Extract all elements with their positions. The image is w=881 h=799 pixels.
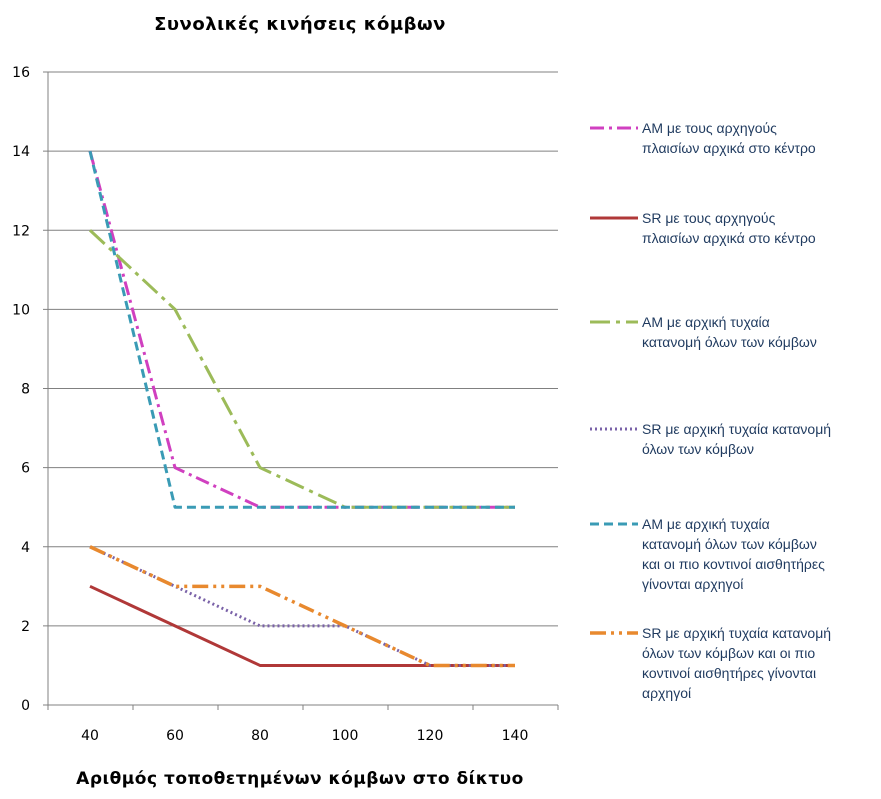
series-line-5 [88,150,515,509]
y-tick-label: 16 [12,65,30,81]
legend-label-1: AM με τους αρχηγούς [642,120,777,136]
series-line-6 [89,545,515,668]
x-axis-label: Αριθμός τοποθετημένων κόμβων στο δίκτυο [76,769,524,789]
gridlines [48,71,558,627]
x-tick-label: 80 [251,728,269,744]
axes [43,71,559,710]
legend-label-6: αρχηγοί [642,685,691,701]
x-tick-label: 60 [166,728,184,744]
legend-label-6: SR με αρχική τυχαία κατανομή [642,625,831,641]
y-tick-label: 12 [12,223,30,239]
legend-label-5: κατανομή όλων των κόμβων [642,536,817,552]
legend-label-6: κοντινοί αισθητήρες γίνονται [642,665,816,681]
y-tick-label: 6 [21,461,30,477]
legend-label-5: και οι πιο κοντινοί αισθητήρες [642,556,825,572]
y-tick-label: 4 [21,540,30,556]
series-line-1 [88,150,515,509]
y-tick-labels: 0 2 4 6 8 10 12 14 16 [12,65,30,714]
x-tick-label: 40 [81,728,99,744]
legend-label-1: πλαισίων αρχικά στο κέντρο [642,140,816,156]
legend: AM με τους αρχηγούς πλαισίων αρχικά στο κ… [590,120,831,701]
y-tick-label: 0 [21,698,30,714]
legend-label-2: SR με τους αρχηγούς [642,210,776,226]
series-line-3 [88,229,515,509]
legend-label-4: όλων των κόμβων [642,441,754,457]
x-tick-label: 120 [417,728,444,744]
y-tick-label: 10 [12,302,30,318]
series-lines [88,150,515,668]
y-tick-label: 8 [21,382,30,398]
legend-label-5: γίνονται αρχηγοί [642,576,743,592]
legend-label-6: όλων των κόμβων και οι πιο [642,645,815,661]
y-tick-label: 14 [12,144,30,160]
legend-label-3: AM με αρχική τυχαία [642,314,770,330]
legend-label-3: κατανομή όλων των κόμβων [642,334,817,350]
x-tick-labels: 40 60 80 100 120 140 [81,728,528,744]
legend-label-4: SR με αρχική τυχαία κατανομή [642,421,831,437]
chart-title: Συνολικές κινήσεις κόμβων [154,14,446,35]
x-tick-label: 140 [502,728,529,744]
y-tick-label: 2 [21,619,30,635]
x-tick-label: 100 [332,728,359,744]
legend-label-2: πλαισίων αρχικά στο κέντρο [642,230,816,246]
legend-label-5: AM με αρχική τυχαία [642,516,770,532]
